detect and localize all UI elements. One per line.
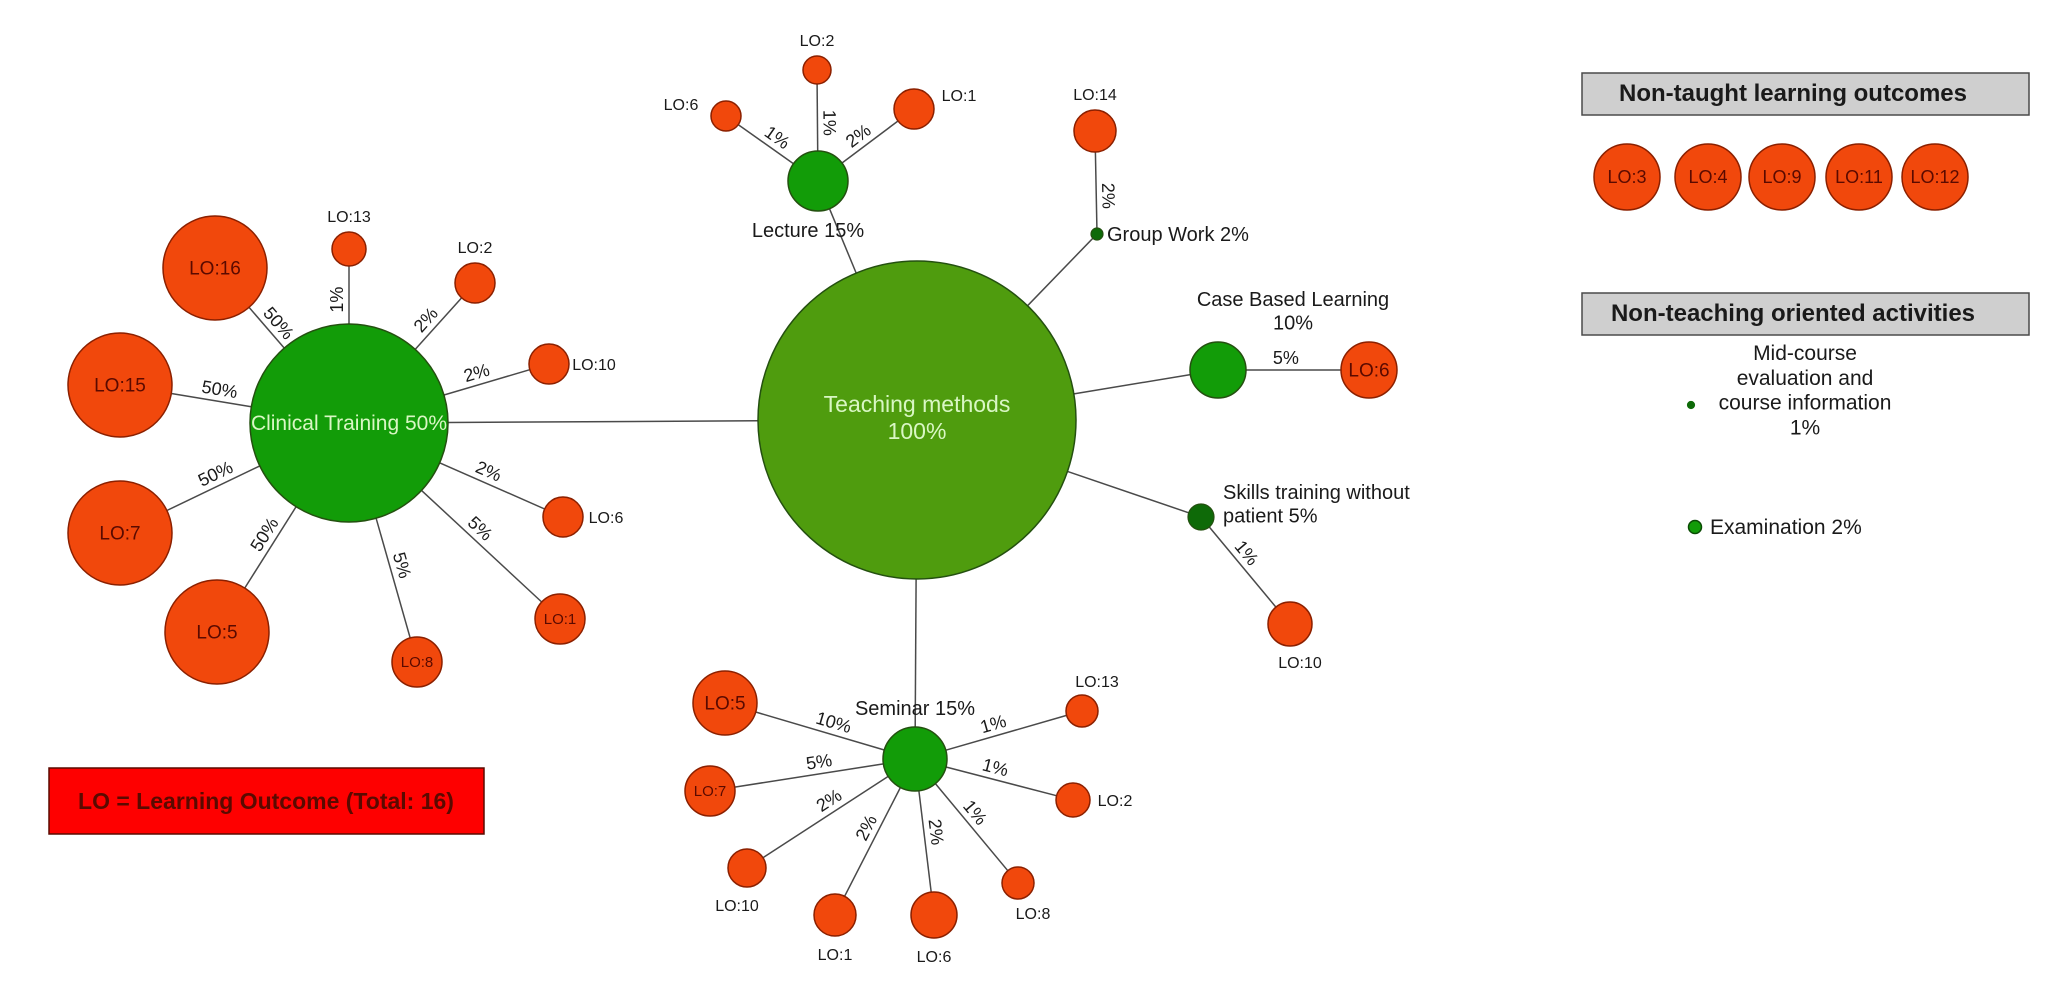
svg-text:LO:3: LO:3 [1607, 167, 1646, 187]
svg-text:LO:8: LO:8 [401, 654, 434, 671]
svg-text:LO:6: LO:6 [917, 949, 952, 966]
svg-text:LO:2: LO:2 [800, 33, 835, 50]
svg-text:1%: 1% [819, 110, 839, 136]
svg-text:LO:7: LO:7 [99, 524, 140, 545]
svg-text:5%: 5% [1273, 348, 1299, 368]
svg-text:Group Work 2%: Group Work 2% [1107, 224, 1249, 246]
svg-text:LO:12: LO:12 [1910, 167, 1959, 187]
svg-text:1%: 1% [327, 287, 347, 313]
svg-text:Lecture 15%: Lecture 15% [752, 220, 865, 242]
svg-text:LO:1: LO:1 [544, 611, 577, 628]
svg-text:LO:15: LO:15 [94, 376, 146, 397]
svg-text:LO:13: LO:13 [327, 209, 371, 226]
svg-text:LO:5: LO:5 [196, 623, 237, 644]
svg-text:LO:10: LO:10 [572, 357, 616, 374]
svg-text:LO:1: LO:1 [818, 947, 853, 964]
svg-text:LO:1: LO:1 [942, 88, 977, 105]
svg-text:LO:14: LO:14 [1073, 87, 1117, 104]
svg-text:LO:8: LO:8 [1016, 906, 1051, 923]
svg-text:Non-teaching oriented activiti: Non-teaching oriented activities [1611, 300, 1975, 327]
svg-text:LO:7: LO:7 [694, 783, 727, 800]
svg-text:LO:6: LO:6 [1348, 361, 1389, 382]
svg-text:LO:10: LO:10 [715, 898, 759, 915]
svg-text:LO:16: LO:16 [189, 259, 241, 280]
svg-text:Non-taught learning outcomes: Non-taught learning outcomes [1619, 80, 1967, 107]
svg-text:LO:2: LO:2 [458, 240, 493, 257]
svg-text:5%: 5% [805, 750, 834, 774]
svg-text:LO:13: LO:13 [1075, 674, 1119, 691]
svg-text:LO:9: LO:9 [1762, 167, 1801, 187]
svg-text:Seminar 15%: Seminar 15% [855, 698, 975, 720]
svg-text:LO:10: LO:10 [1278, 655, 1322, 672]
svg-text:LO = Learning Outcome (Total:: LO = Learning Outcome (Total: 16) [78, 788, 454, 814]
svg-text:Examination 2%: Examination 2% [1710, 516, 1862, 539]
svg-text:Clinical Training 50%: Clinical Training 50% [251, 412, 447, 435]
svg-text:2%: 2% [1098, 183, 1118, 209]
svg-text:LO:2: LO:2 [1098, 793, 1133, 810]
svg-text:LO:4: LO:4 [1688, 167, 1727, 187]
svg-text:LO:6: LO:6 [664, 97, 699, 114]
svg-text:LO:5: LO:5 [704, 694, 745, 715]
svg-text:2%: 2% [925, 818, 948, 846]
svg-text:LO:11: LO:11 [1835, 167, 1883, 187]
svg-text:LO:6: LO:6 [589, 510, 624, 527]
